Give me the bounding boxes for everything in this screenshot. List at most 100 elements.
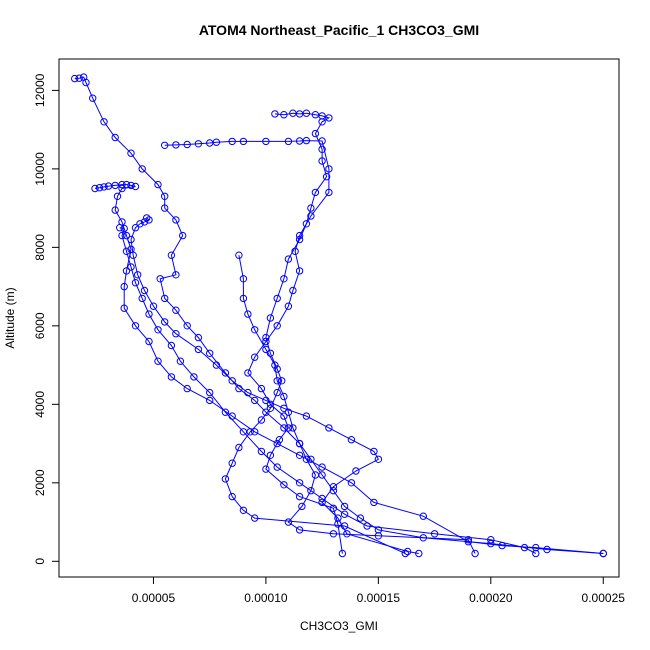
data-point <box>374 526 383 534</box>
series-3 <box>161 136 347 558</box>
data-point <box>318 498 326 507</box>
data-point <box>295 451 304 459</box>
data-point <box>298 502 306 511</box>
data-point <box>284 424 293 432</box>
data-point <box>273 322 281 330</box>
data-point <box>329 530 338 538</box>
data-point <box>295 439 304 448</box>
data-point <box>161 141 169 150</box>
data-point <box>221 475 230 483</box>
data-point <box>307 487 315 495</box>
data-point <box>91 184 99 193</box>
data-point <box>131 182 140 191</box>
data-point <box>120 282 128 291</box>
data-point <box>311 188 320 197</box>
data-point <box>172 330 180 338</box>
data-point <box>318 157 326 165</box>
data-point <box>221 408 230 416</box>
y-tick-label: 10000 <box>33 152 47 186</box>
series-4 <box>221 109 409 558</box>
data-point <box>149 302 158 310</box>
x-axis: 0.00005 0.00010 0.00015 0.00020 0.00025 <box>132 576 625 605</box>
data-point <box>266 451 275 459</box>
data-point <box>338 549 347 558</box>
data-point <box>221 369 230 377</box>
data-point <box>244 369 252 377</box>
data-point <box>183 322 191 330</box>
data-point <box>138 165 146 173</box>
data-point <box>176 357 185 365</box>
data-point <box>356 514 365 522</box>
data-point <box>212 361 221 369</box>
data-point <box>334 514 342 522</box>
data-point <box>487 536 495 544</box>
data-point <box>284 302 293 310</box>
data-point <box>464 538 472 546</box>
data-point <box>239 137 248 146</box>
y-axis-label: Altitude (m) <box>3 287 17 348</box>
data-point <box>280 412 288 420</box>
data-point <box>284 255 293 263</box>
data-point <box>363 522 371 530</box>
data-point <box>206 349 214 357</box>
data-point <box>370 498 378 507</box>
data-point <box>325 188 333 197</box>
data-point <box>235 251 243 259</box>
data-point <box>318 463 326 471</box>
data-point <box>156 275 164 283</box>
data-point <box>370 447 378 456</box>
data-point <box>140 286 149 295</box>
data-point <box>271 110 279 118</box>
data-point <box>464 536 472 544</box>
data-point <box>154 357 162 365</box>
y-tick-label: 2000 <box>33 469 47 496</box>
data-point <box>145 337 153 346</box>
data-point <box>154 326 162 334</box>
data-point <box>266 404 275 412</box>
data-point <box>228 492 236 501</box>
data-point <box>374 532 383 540</box>
data-point <box>273 365 281 373</box>
series-5 <box>127 214 423 558</box>
data-point <box>122 247 131 256</box>
data-point <box>113 192 122 201</box>
data-point <box>273 463 281 471</box>
plot-area <box>71 73 607 558</box>
data-point <box>136 220 144 228</box>
data-point <box>307 212 315 220</box>
data-point <box>172 216 180 224</box>
data-point <box>111 206 119 214</box>
data-point <box>118 184 126 193</box>
data-point <box>302 455 311 463</box>
data-point <box>325 114 333 122</box>
data-point <box>118 180 126 189</box>
data-point <box>228 377 236 385</box>
data-point <box>239 506 248 514</box>
data-point <box>235 443 243 452</box>
x-axis-label: CH3CO3_GMI <box>300 619 378 633</box>
y-tick-label: 6000 <box>33 312 47 339</box>
data-point <box>145 216 153 224</box>
series-line <box>74 76 604 554</box>
data-point <box>179 231 187 240</box>
data-point <box>543 545 551 554</box>
data-point <box>100 183 108 191</box>
data-point <box>161 318 169 326</box>
data-point <box>206 388 214 397</box>
data-point <box>172 271 180 279</box>
data-point <box>134 271 142 279</box>
data-point <box>273 439 281 448</box>
data-point <box>143 214 151 222</box>
data-point <box>154 180 162 189</box>
data-point <box>131 224 140 232</box>
data-point <box>273 388 281 397</box>
data-point <box>228 137 236 146</box>
data-point <box>120 224 128 233</box>
data-point <box>401 549 409 558</box>
data-point <box>318 145 326 154</box>
data-point <box>161 294 169 303</box>
series-6 <box>116 224 540 558</box>
data-point <box>329 483 338 491</box>
data-point <box>75 74 83 82</box>
